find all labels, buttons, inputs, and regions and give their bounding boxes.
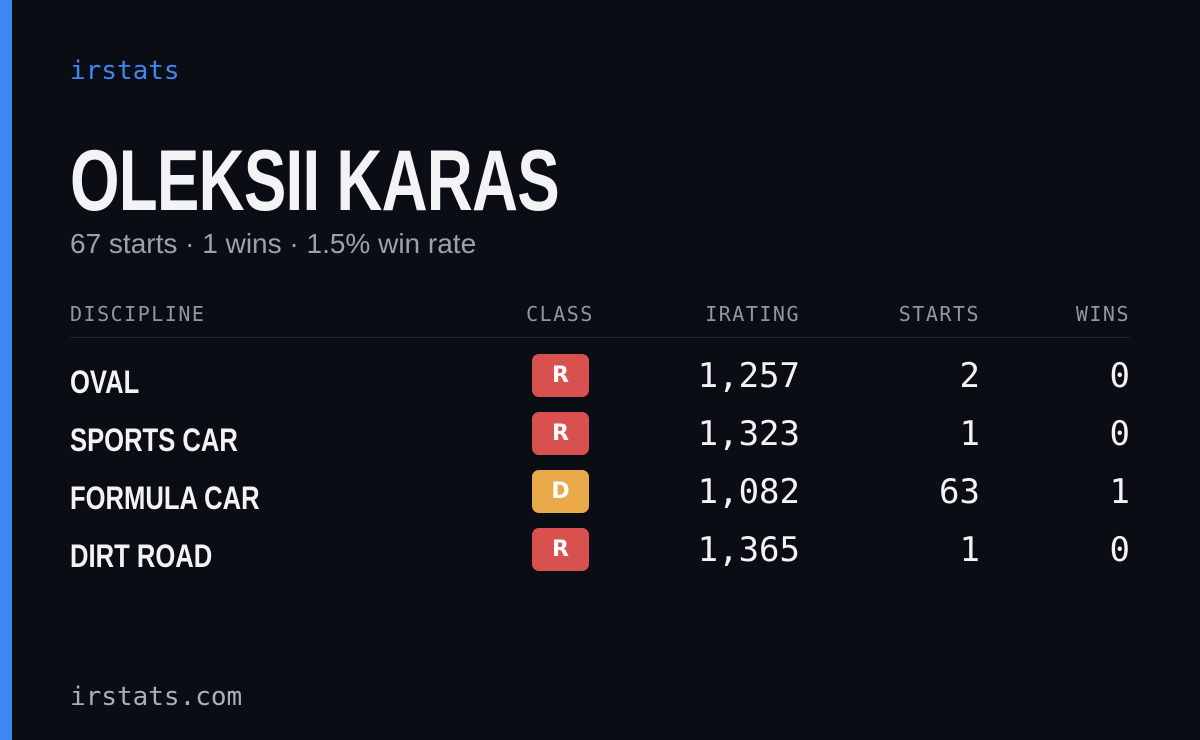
irating: 1,365	[697, 530, 800, 570]
discipline: OVAL	[70, 364, 140, 400]
column-header: DISCIPLINE	[70, 302, 206, 326]
header-rule	[70, 337, 1130, 338]
irating: 1,323	[697, 414, 800, 454]
footer: irstats.com	[70, 682, 243, 712]
wins: 0	[1109, 414, 1130, 454]
driver-name: OLEKSII KARAS	[70, 133, 560, 229]
column-header: CLASS	[526, 302, 594, 326]
discipline: FORMULA CAR	[70, 480, 260, 516]
accent-bar	[0, 0, 12, 740]
starts: 1	[959, 414, 980, 454]
starts: 1	[959, 530, 980, 570]
class-badge: D	[532, 470, 589, 513]
wins: 1	[1109, 472, 1130, 512]
column-header: STARTS	[898, 302, 980, 326]
starts: 2	[959, 356, 980, 396]
discipline: SPORTS CAR	[70, 422, 238, 458]
column-header: WINS	[1075, 302, 1130, 326]
wins: 0	[1109, 530, 1130, 570]
irating: 1,257	[697, 356, 800, 396]
class-badge: R	[532, 528, 589, 571]
column-header: IRATING	[705, 302, 800, 326]
class-badge: R	[532, 412, 589, 455]
discipline: DIRT ROAD	[70, 538, 213, 574]
wins: 0	[1109, 356, 1130, 396]
starts: 63	[939, 472, 980, 512]
class-badge: R	[532, 354, 589, 397]
brand: irstats	[70, 56, 180, 86]
driver-summary: 67 starts · 1 wins · 1.5% win rate	[70, 228, 477, 259]
irating: 1,082	[697, 472, 800, 512]
